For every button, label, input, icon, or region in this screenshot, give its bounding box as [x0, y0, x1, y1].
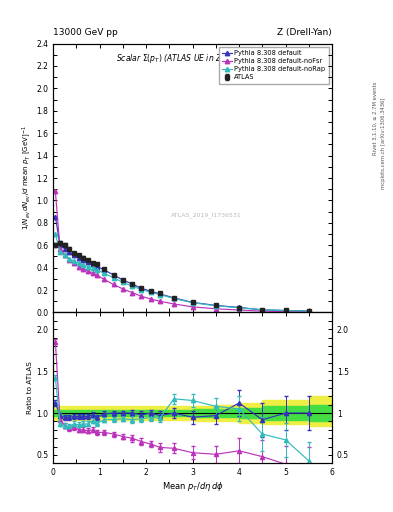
- Pythia 8.308 default: [53, 214, 58, 220]
- Pythia 8.308 default: [172, 295, 176, 301]
- Pythia 8.308 default-noFsr: [139, 293, 144, 300]
- Pythia 8.308 default-noRap: [120, 279, 125, 285]
- Pythia 8.308 default-noFsr: [158, 298, 162, 304]
- Line: Pythia 8.308 default-noFsr: Pythia 8.308 default-noFsr: [53, 189, 311, 314]
- Pythia 8.308 default-noRap: [172, 295, 176, 302]
- Y-axis label: Ratio to ATLAS: Ratio to ATLAS: [27, 361, 33, 414]
- Pythia 8.308 default-noFsr: [58, 246, 62, 252]
- Pythia 8.308 default: [95, 264, 99, 270]
- Pythia 8.308 default-noFsr: [95, 272, 99, 279]
- Pythia 8.308 default-noFsr: [120, 286, 125, 292]
- Pythia 8.308 default-noRap: [58, 249, 62, 255]
- X-axis label: Mean $p_T/d\eta\,d\phi$: Mean $p_T/d\eta\,d\phi$: [162, 480, 224, 493]
- Pythia 8.308 default-noRap: [190, 300, 195, 306]
- Pythia 8.308 default-noFsr: [172, 301, 176, 307]
- Pythia 8.308 default-noRap: [102, 270, 107, 276]
- Pythia 8.308 default: [213, 303, 218, 309]
- Pythia 8.308 default-noFsr: [307, 309, 311, 315]
- Text: Rivet 3.1.10, ≥ 2.7M events: Rivet 3.1.10, ≥ 2.7M events: [373, 81, 378, 155]
- Pythia 8.308 default-noFsr: [111, 282, 116, 288]
- Text: Scalar $\Sigma(p_T)$ (ATLAS UE in Z production): Scalar $\Sigma(p_T)$ (ATLAS UE in Z prod…: [116, 52, 269, 65]
- Pythia 8.308 default: [158, 291, 162, 297]
- Pythia 8.308 default-noRap: [260, 307, 265, 313]
- Pythia 8.308 default-noFsr: [213, 306, 218, 312]
- Pythia 8.308 default-noRap: [53, 231, 58, 237]
- Y-axis label: $1/N_{ev}\,dN_{ev}/d$ mean $p_T$ [GeV]$^{-1}$: $1/N_{ev}\,dN_{ev}/d$ mean $p_T$ [GeV]$^…: [20, 125, 33, 230]
- Pythia 8.308 default-noFsr: [81, 266, 86, 272]
- Pythia 8.308 default-noRap: [283, 308, 288, 314]
- Pythia 8.308 default-noFsr: [90, 270, 95, 276]
- Text: 13000 GeV pp: 13000 GeV pp: [53, 28, 118, 37]
- Pythia 8.308 default-noRap: [90, 265, 95, 271]
- Pythia 8.308 default-noFsr: [283, 309, 288, 315]
- Pythia 8.308 default-noFsr: [149, 296, 153, 302]
- Pythia 8.308 default-noRap: [86, 264, 90, 270]
- Pythia 8.308 default: [81, 257, 86, 263]
- Pythia 8.308 default: [62, 246, 67, 252]
- Pythia 8.308 default: [76, 254, 81, 261]
- Pythia 8.308 default-noFsr: [72, 260, 76, 266]
- Pythia 8.308 default-noRap: [307, 308, 311, 314]
- Pythia 8.308 default-noRap: [111, 274, 116, 281]
- Pythia 8.308 default: [139, 285, 144, 291]
- Pythia 8.308 default: [58, 242, 62, 248]
- Text: mcplots.cern.ch [arXiv:1306.3436]: mcplots.cern.ch [arXiv:1306.3436]: [381, 98, 386, 189]
- Legend: Pythia 8.308 default, Pythia 8.308 default-noFsr, Pythia 8.308 default-noRap, AT: Pythia 8.308 default, Pythia 8.308 defau…: [219, 47, 329, 83]
- Pythia 8.308 default-noRap: [67, 255, 72, 262]
- Text: Z (Drell-Yan): Z (Drell-Yan): [277, 28, 332, 37]
- Pythia 8.308 default-noFsr: [190, 304, 195, 310]
- Line: Pythia 8.308 default: Pythia 8.308 default: [53, 215, 311, 313]
- Text: ATLAS_2019_I1736531: ATLAS_2019_I1736531: [171, 213, 242, 219]
- Pythia 8.308 default-noFsr: [67, 257, 72, 263]
- Pythia 8.308 default-noFsr: [76, 264, 81, 270]
- Pythia 8.308 default: [237, 304, 241, 310]
- Pythia 8.308 default-noRap: [81, 262, 86, 268]
- Pythia 8.308 default-noRap: [213, 303, 218, 309]
- Pythia 8.308 default-noRap: [237, 305, 241, 311]
- Pythia 8.308 default-noFsr: [62, 252, 67, 259]
- Pythia 8.308 default: [190, 300, 195, 306]
- Pythia 8.308 default: [149, 288, 153, 294]
- Pythia 8.308 default: [111, 272, 116, 278]
- Pythia 8.308 default-noRap: [130, 283, 134, 289]
- Pythia 8.308 default: [120, 277, 125, 283]
- Pythia 8.308 default: [130, 281, 134, 287]
- Line: Pythia 8.308 default-noRap: Pythia 8.308 default-noRap: [53, 232, 311, 313]
- Pythia 8.308 default-noRap: [62, 252, 67, 259]
- Pythia 8.308 default: [260, 307, 265, 313]
- Pythia 8.308 default-noRap: [76, 260, 81, 266]
- Pythia 8.308 default-noRap: [95, 267, 99, 273]
- Pythia 8.308 default-noRap: [139, 286, 144, 292]
- Pythia 8.308 default: [307, 308, 311, 314]
- Pythia 8.308 default-noFsr: [260, 308, 265, 314]
- Pythia 8.308 default-noFsr: [86, 268, 90, 274]
- Pythia 8.308 default-noRap: [149, 289, 153, 295]
- Pythia 8.308 default: [72, 252, 76, 259]
- Pythia 8.308 default-noRap: [72, 258, 76, 264]
- Pythia 8.308 default: [86, 259, 90, 265]
- Pythia 8.308 default-noFsr: [53, 188, 58, 195]
- Pythia 8.308 default: [90, 261, 95, 267]
- Pythia 8.308 default-noRap: [158, 291, 162, 297]
- Pythia 8.308 default-noFsr: [130, 289, 134, 295]
- Pythia 8.308 default-noFsr: [102, 276, 107, 283]
- Pythia 8.308 default: [283, 307, 288, 313]
- Pythia 8.308 default-noFsr: [237, 307, 241, 313]
- Pythia 8.308 default: [102, 267, 107, 273]
- Pythia 8.308 default: [67, 249, 72, 255]
